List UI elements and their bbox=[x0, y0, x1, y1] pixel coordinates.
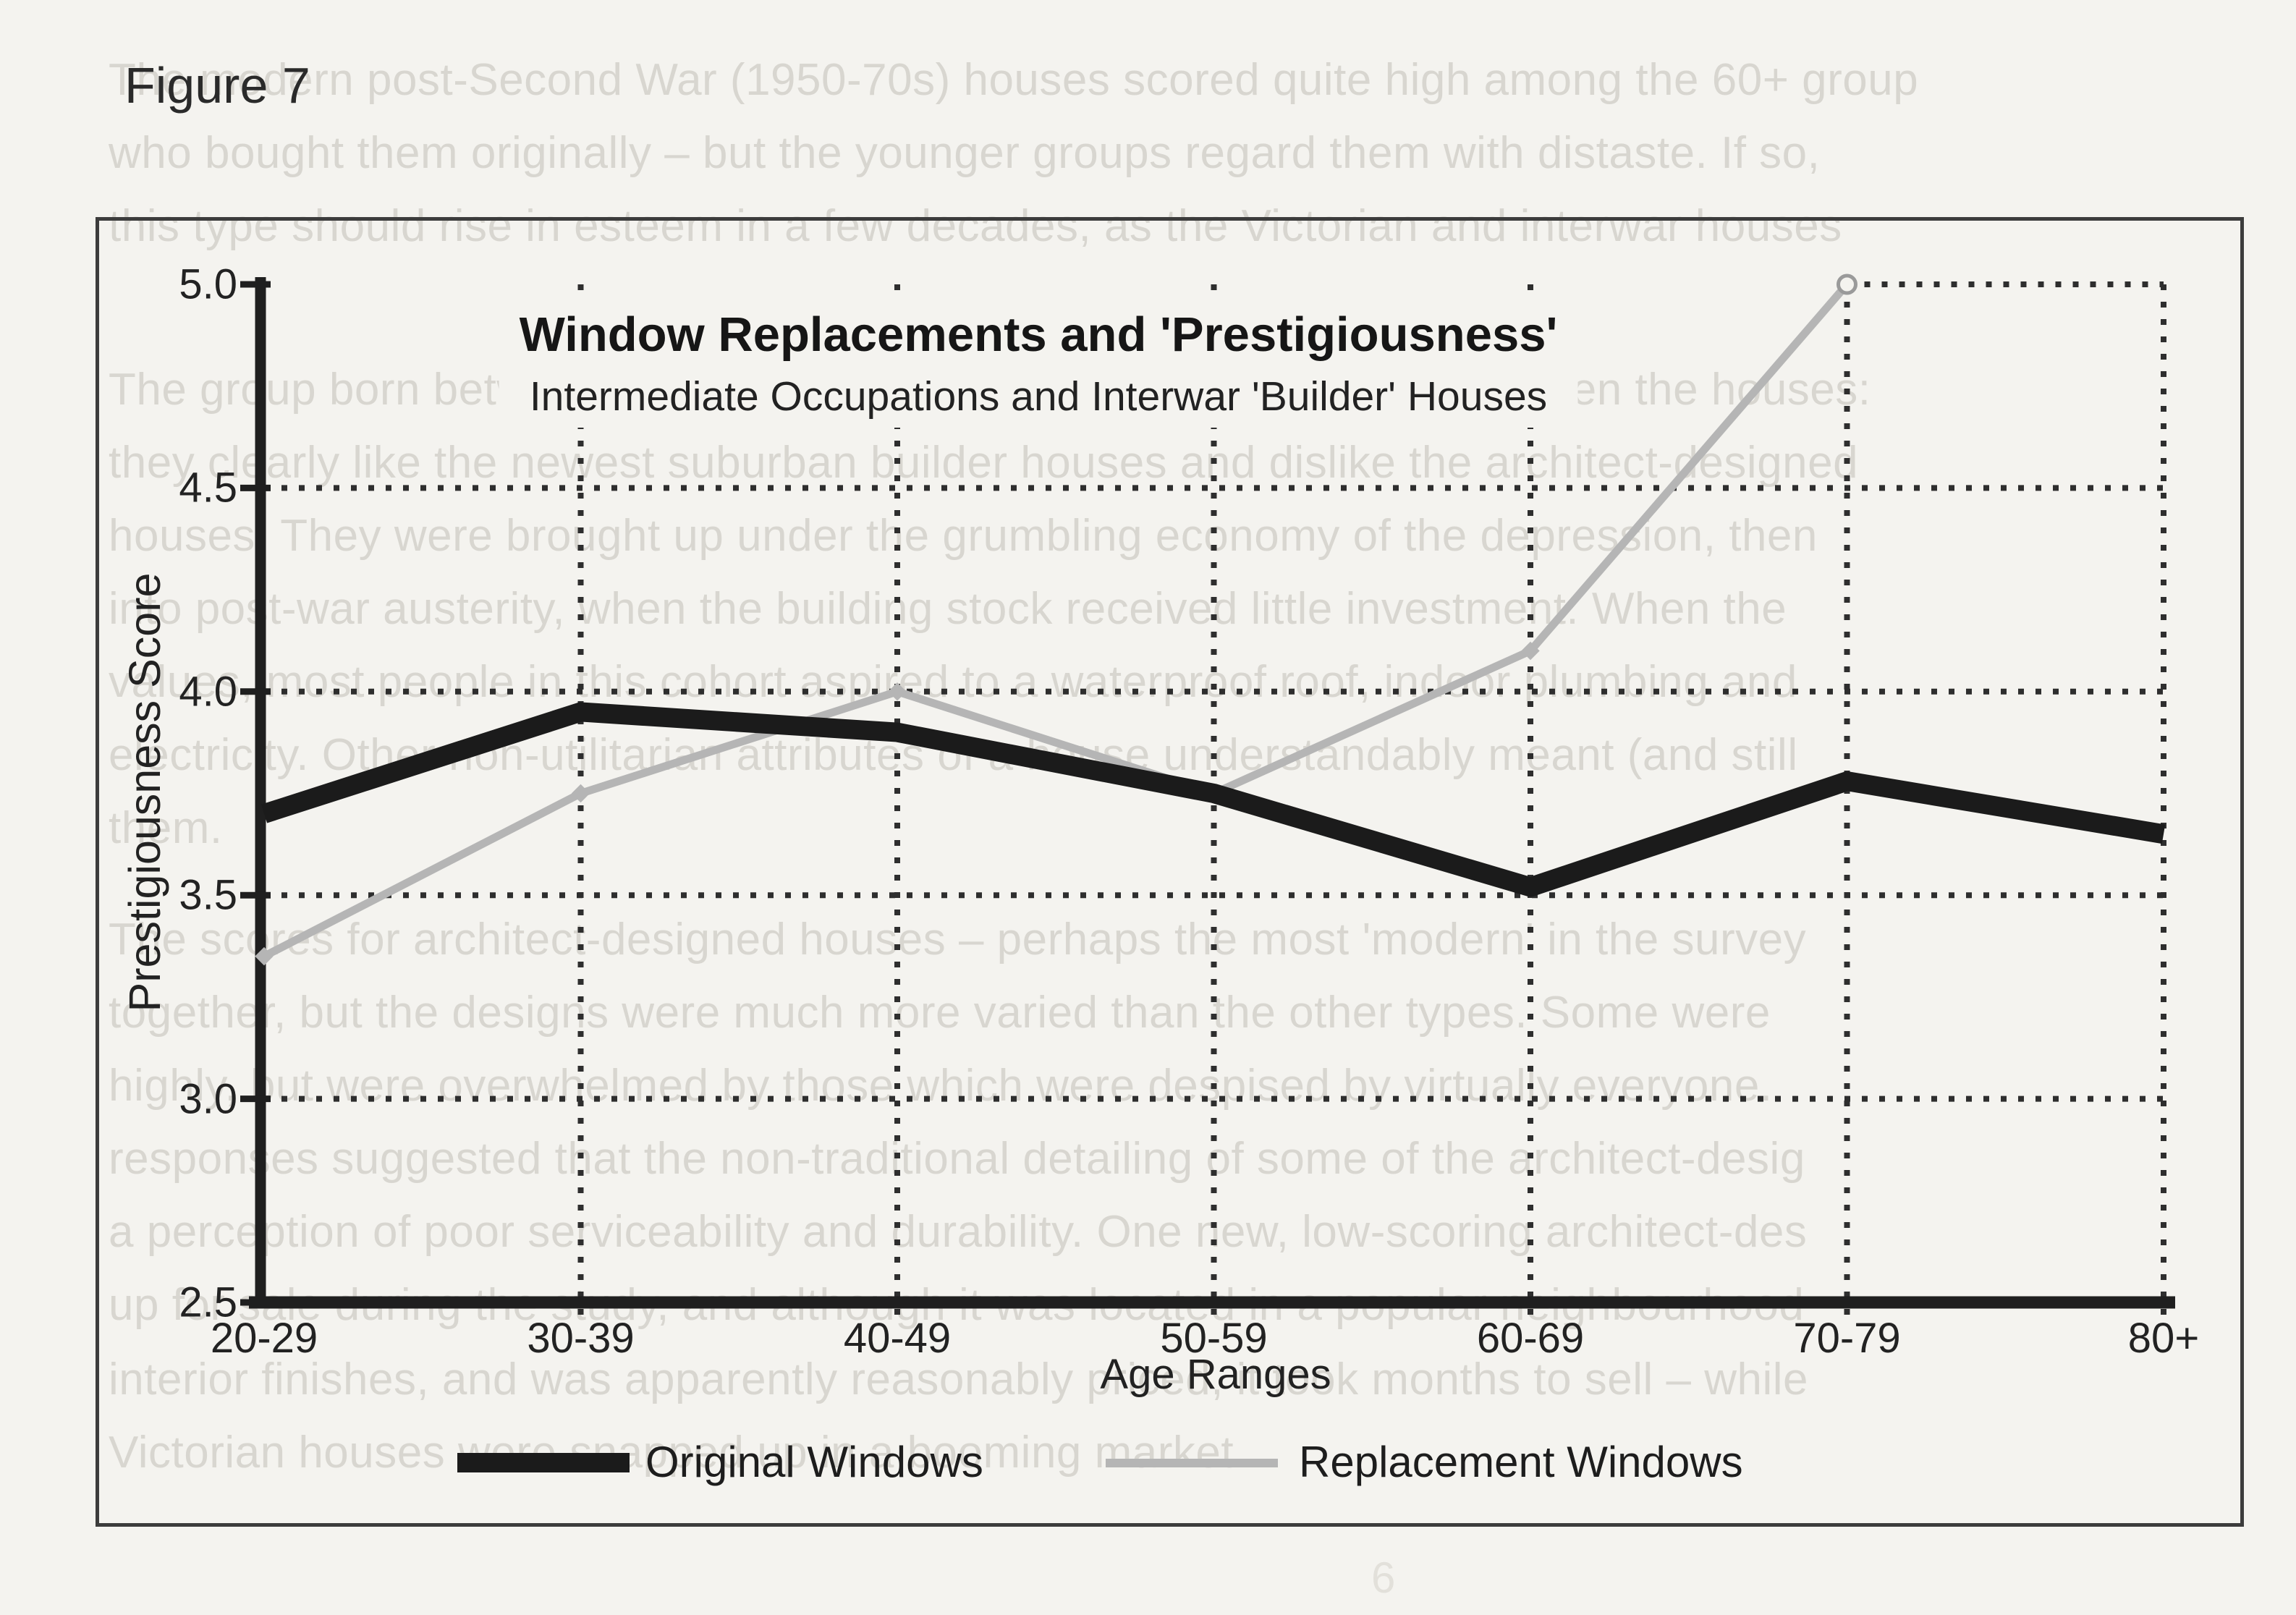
y-tick-label: 2.5 bbox=[179, 1279, 237, 1326]
series-line-replacement-windows bbox=[262, 281, 1850, 960]
x-tick-label: 30-39 bbox=[527, 1315, 635, 1362]
x-tick-label: 50-59 bbox=[1160, 1315, 1268, 1362]
chart-title: Window Replacements and 'Prestigiousness… bbox=[519, 308, 1558, 362]
ghost-text-line: them. bbox=[109, 803, 223, 853]
ghost-text-line: The modern post-Second War (1950-70s) ho… bbox=[109, 55, 1919, 105]
ghost-text-line: responses suggested that the non-traditi… bbox=[109, 1134, 1805, 1184]
y-tick-label: 3.0 bbox=[179, 1075, 237, 1123]
ghost-text-line: interior finishes, and was apparently re… bbox=[109, 1355, 1809, 1404]
legend-line-sample-replacement bbox=[1106, 1459, 1278, 1467]
peak-marker-circle bbox=[1837, 274, 1857, 295]
ghost-text-paragraph: The scores for architect-designed houses… bbox=[109, 903, 2265, 1341]
ghost-text-line: highly, but were overwhelmed by those wh… bbox=[109, 1061, 1773, 1111]
ghost-text-line: The scores for architect-designed houses… bbox=[109, 915, 1807, 965]
legend-label-replacement: Replacement Windows bbox=[1299, 1438, 1743, 1486]
ghost-text-line: who bought them originally – but the you… bbox=[109, 128, 1821, 178]
x-tick-label: 70-79 bbox=[1793, 1315, 1901, 1362]
x-tick-label: 60-69 bbox=[1476, 1315, 1585, 1362]
chart-title-block: Window Replacements and 'Prestigiousness… bbox=[499, 300, 1578, 428]
ghost-text-line: into post-war austerity, when the buildi… bbox=[109, 584, 1787, 634]
legend-label-original: Original Windows bbox=[645, 1438, 983, 1486]
legend-line-sample-original bbox=[457, 1453, 630, 1472]
data-point-marker-replacement bbox=[888, 682, 907, 701]
chart-legend: Original Windows Replacement Windows bbox=[0, 1431, 2296, 1496]
x-tick-label: 80+ bbox=[2127, 1315, 2200, 1362]
ghost-text-paragraph: The modern post-Second War (1950-70s) ho… bbox=[109, 43, 2265, 263]
y-tick-label: 3.5 bbox=[179, 871, 237, 919]
y-axis-title: Prestigiousness Score bbox=[120, 572, 169, 1012]
y-tick-label: 5.0 bbox=[179, 260, 237, 308]
y-tick-label: 4.5 bbox=[179, 464, 237, 512]
chart-subtitle: Intermediate Occupations and Interwar 'B… bbox=[529, 373, 1548, 420]
x-tick-label: 20-29 bbox=[210, 1315, 318, 1362]
ghost-text-line: this type should rise in esteem in a few… bbox=[109, 201, 1842, 251]
ghost-text-line: Victorian houses were snapped up in a bo… bbox=[109, 1428, 1247, 1478]
ghost-text-paragraph: interior finishes, and was apparently re… bbox=[109, 1343, 2265, 1489]
page-number: 6 bbox=[1371, 1553, 1396, 1602]
ghost-text-line: a perception of poor serviceability and … bbox=[109, 1207, 1808, 1257]
x-tick-label: 40-49 bbox=[843, 1315, 952, 1362]
ghost-text-line: houses. They were brought up under the g… bbox=[109, 511, 1818, 561]
x-axis-title: Age Ranges bbox=[1100, 1351, 1331, 1398]
y-tick-label: 4.0 bbox=[179, 668, 237, 716]
ghost-text-line: values, most people in this cohort aspir… bbox=[109, 657, 1797, 707]
series-line-original-windows bbox=[260, 702, 2166, 897]
figure-border-box bbox=[96, 217, 2244, 1527]
ghost-text-line: they clearly like the newest suburban bu… bbox=[109, 438, 1859, 488]
figure-label: Figure 7 bbox=[124, 57, 310, 114]
ghost-text-line: together, but the designs were much more… bbox=[109, 988, 1771, 1038]
